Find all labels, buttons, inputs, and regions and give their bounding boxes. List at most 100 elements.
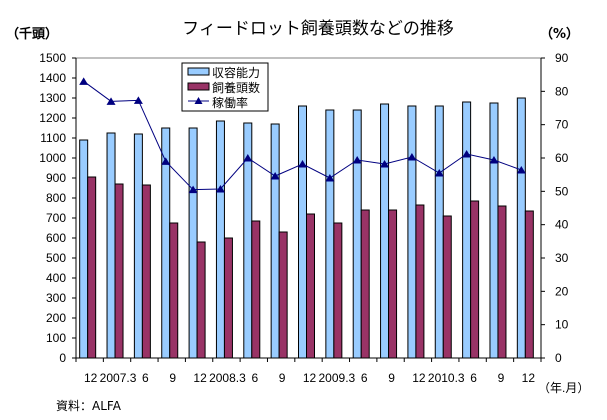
y-left-tick-label: 1300 [39, 91, 66, 105]
bar-capacity [325, 109, 335, 359]
point-rate [352, 156, 362, 164]
bar-headcount [524, 210, 534, 359]
y-left-tick-label: 0 [59, 351, 66, 365]
y-right-tick-label: 10 [555, 318, 569, 332]
x-tick-label: 6 [142, 371, 149, 385]
legend-marker-rate [194, 97, 203, 104]
bar-headcount [333, 222, 343, 359]
y-left-tick-label: 1000 [39, 151, 66, 165]
point-rate [380, 160, 390, 168]
bar-capacity [462, 101, 472, 359]
bar-capacity [188, 127, 198, 359]
x-tick-label: 9 [498, 371, 505, 385]
y-left-unit: （千頭） [6, 26, 58, 42]
y-right-tick-label: 80 [555, 84, 569, 98]
y-left-tick-label: 200 [46, 311, 66, 325]
legend-label-rate: 稼働率 [212, 95, 248, 110]
y-right-ticks: 0 10 20 30 40 50 60 70 80 90 [541, 51, 569, 365]
y-left-tick-label: 1400 [39, 71, 66, 85]
line-group [79, 77, 526, 194]
chart-title: フィードロット飼養頭数などの推移 [182, 19, 454, 39]
x-tick-label: 6 [361, 371, 368, 385]
point-rate [516, 166, 526, 174]
x-tick-label: 12 [303, 371, 317, 385]
x-tick-label: 2009.3 [319, 371, 356, 385]
bar-capacity [380, 103, 390, 359]
legend-label-capacity: 収容能力 [212, 65, 260, 80]
bar-capacity [133, 133, 143, 359]
point-rate [270, 172, 280, 180]
point-rate [434, 169, 444, 177]
bar-headcount [141, 184, 151, 359]
bar-headcount [114, 183, 124, 359]
y-right-tick-label: 20 [555, 284, 569, 298]
bar-capacity [270, 123, 280, 359]
point-rate [243, 154, 253, 162]
bar-headcount [223, 237, 233, 359]
bar-headcount [169, 222, 179, 359]
y-right-tick-label: 40 [555, 218, 569, 232]
x-tick-label: 12 [412, 371, 426, 385]
x-tick-label: 6 [470, 371, 477, 385]
legend: 収容能力 飼養頭数 稼働率 [181, 62, 269, 112]
y-left-ticks: 0 100 200 300 400 500 600 700 800 900 1000 1100 1200… [39, 51, 76, 365]
point-rate [133, 96, 143, 104]
point-rate [489, 156, 499, 164]
bar-headcount [442, 215, 452, 359]
y-right-tick-label: 30 [555, 251, 569, 265]
y-left-tick-label: 100 [46, 331, 66, 345]
y-left-tick-label: 800 [46, 191, 66, 205]
bar-headcount [415, 204, 425, 359]
x-tick-label: 2010.3 [428, 371, 465, 385]
bar-capacity [516, 97, 526, 359]
point-rate [79, 77, 89, 85]
y-left-tick-label: 300 [46, 291, 66, 305]
y-left-tick-label: 1200 [39, 111, 66, 125]
point-rate [215, 185, 225, 193]
x-tick-label: 12 [522, 371, 536, 385]
point-rate [298, 160, 307, 168]
bar-headcount [306, 213, 315, 359]
x-ticks: 12 2007.3 6 9 12 2008.3 6 9 12 2009.3 6 9 12 2010.3 6 9… [75, 358, 542, 385]
bar-group [79, 97, 534, 359]
bar-headcount [360, 209, 370, 359]
legend-label-headcount: 飼養頭数 [212, 80, 260, 95]
x-tick-label: 9 [388, 371, 395, 385]
legend-swatch-headcount [187, 82, 210, 91]
point-rate [462, 150, 472, 158]
point-rate [407, 153, 417, 161]
x-tick-label: 12 [84, 371, 98, 385]
point-rate [106, 97, 116, 105]
bar-capacity [106, 132, 116, 359]
x-tick-label: 6 [251, 371, 258, 385]
x-tick-label: 2008.3 [209, 371, 246, 385]
bar-capacity [352, 109, 362, 359]
y-left-tick-label: 1500 [39, 51, 66, 65]
bar-capacity [215, 120, 225, 359]
y-left-tick-label: 500 [46, 251, 66, 265]
y-right-tick-label: 0 [555, 351, 562, 365]
bar-headcount [470, 200, 480, 359]
bar-headcount [278, 231, 288, 359]
bar-headcount [196, 241, 206, 359]
point-rate [161, 157, 171, 165]
y-left-tick-label: 600 [46, 231, 66, 245]
x-unit: （年.月） [538, 381, 589, 395]
x-tick-label: 2007.3 [100, 371, 137, 385]
y-left-tick-label: 400 [46, 271, 66, 285]
y-right-tick-label: 90 [555, 51, 569, 65]
y-right-unit: （%） [540, 26, 579, 42]
point-rate [325, 174, 335, 182]
point-rate [188, 185, 198, 194]
bar-capacity [298, 105, 307, 359]
bar-headcount [87, 176, 97, 359]
x-tick-label: 12 [193, 371, 207, 385]
bar-capacity [407, 105, 417, 359]
y-left-tick-label: 700 [46, 211, 66, 225]
bar-capacity [434, 105, 444, 359]
bar-headcount [388, 209, 398, 359]
source-note: 資料：ALFA [56, 399, 122, 413]
bar-headcount [251, 220, 261, 359]
y-right-tick-label: 70 [555, 118, 569, 132]
